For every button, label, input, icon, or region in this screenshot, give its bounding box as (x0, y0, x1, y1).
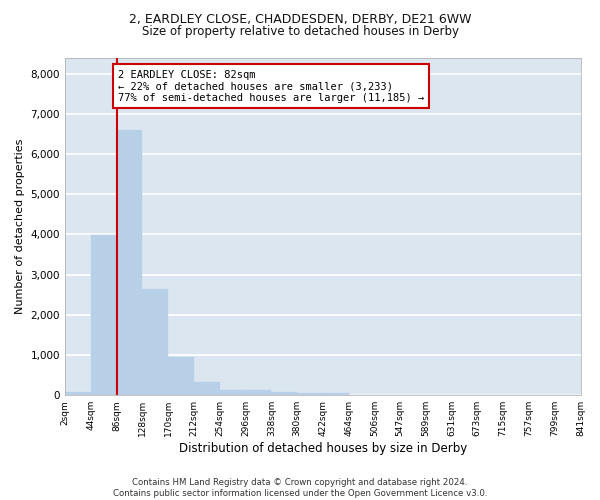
Bar (194, 382, 220, 395)
Bar (91, 235, 116, 395)
Bar (297, 392, 323, 395)
Bar (245, 390, 271, 395)
Bar (116, 130, 142, 395)
Text: Size of property relative to detached houses in Derby: Size of property relative to detached ho… (142, 25, 458, 38)
Y-axis label: Number of detached properties: Number of detached properties (15, 138, 25, 314)
Text: 2 EARDLEY CLOSE: 82sqm
← 22% of detached houses are smaller (3,233)
77% of semi-: 2 EARDLEY CLOSE: 82sqm ← 22% of detached… (118, 70, 424, 103)
Text: Contains HM Land Registry data © Crown copyright and database right 2024.
Contai: Contains HM Land Registry data © Crown c… (113, 478, 487, 498)
Bar (323, 393, 349, 395)
Bar (65, 392, 91, 395)
Bar (271, 392, 297, 395)
Bar (142, 290, 168, 395)
Text: 2, EARDLEY CLOSE, CHADDESDEN, DERBY, DE21 6WW: 2, EARDLEY CLOSE, CHADDESDEN, DERBY, DE2… (129, 12, 471, 26)
Bar (220, 390, 245, 395)
Bar (168, 356, 194, 395)
X-axis label: Distribution of detached houses by size in Derby: Distribution of detached houses by size … (179, 442, 467, 455)
